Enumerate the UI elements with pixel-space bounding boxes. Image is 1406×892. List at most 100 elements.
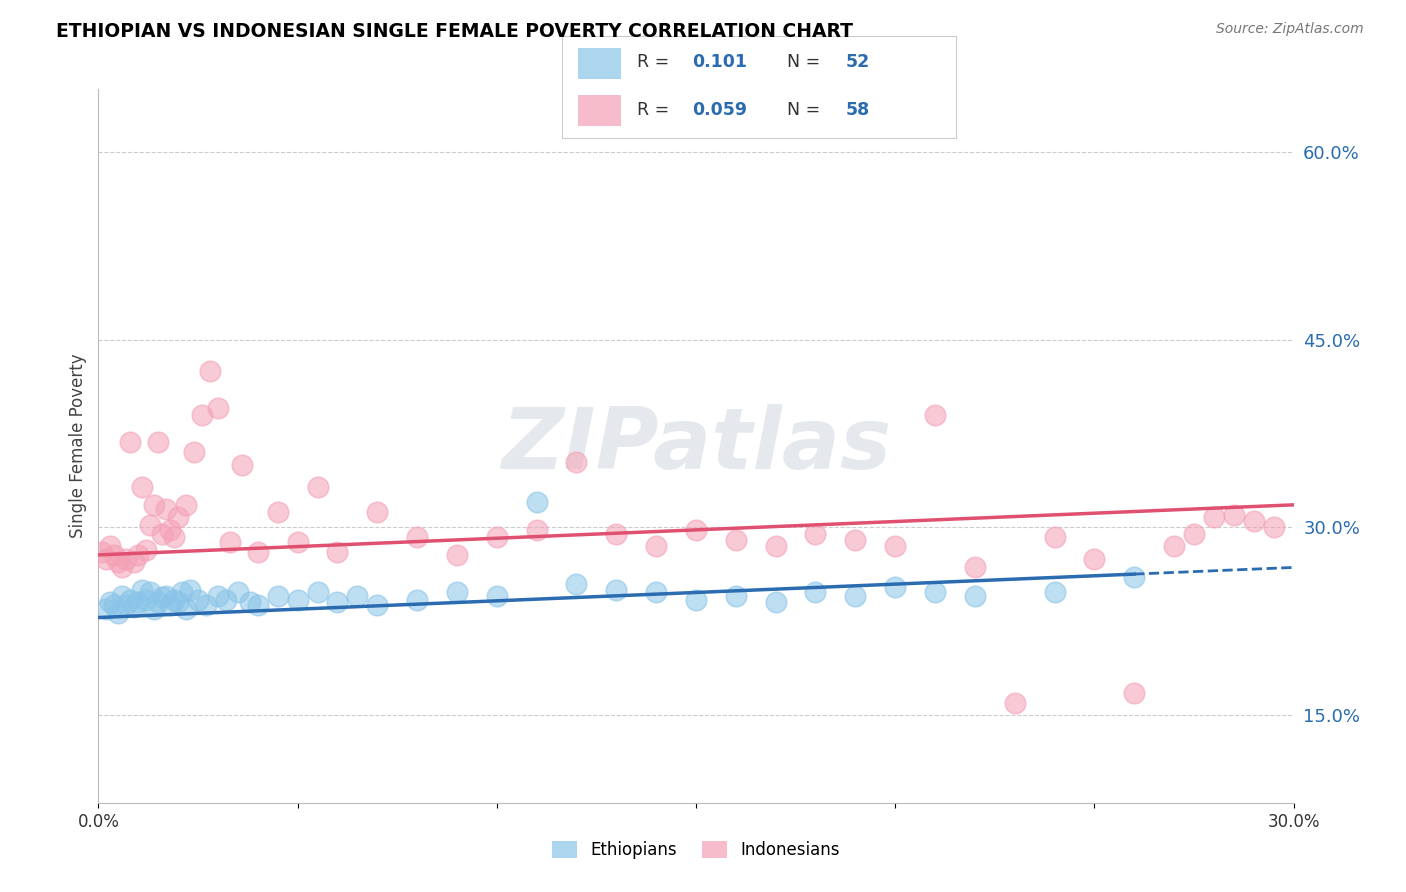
Point bbox=[135, 593, 157, 607]
Point bbox=[287, 535, 309, 549]
Point bbox=[179, 582, 201, 597]
Point bbox=[246, 598, 269, 612]
Text: ZIPatlas: ZIPatlas bbox=[501, 404, 891, 488]
Point bbox=[207, 401, 229, 416]
Point bbox=[131, 480, 153, 494]
Point bbox=[1182, 526, 1205, 541]
Point bbox=[219, 535, 242, 549]
Bar bbox=[578, 48, 621, 78]
Point bbox=[924, 585, 946, 599]
Point bbox=[115, 598, 138, 612]
Text: N =: N = bbox=[787, 54, 825, 71]
Point bbox=[246, 545, 269, 559]
Point bbox=[366, 598, 388, 612]
Point bbox=[159, 598, 181, 612]
Text: Source: ZipAtlas.com: Source: ZipAtlas.com bbox=[1216, 22, 1364, 37]
Point bbox=[1083, 551, 1105, 566]
Point bbox=[111, 589, 134, 603]
Point bbox=[120, 593, 142, 607]
Point bbox=[307, 480, 329, 494]
Point bbox=[98, 595, 122, 609]
Point bbox=[172, 585, 194, 599]
Point bbox=[565, 576, 588, 591]
Point bbox=[139, 585, 162, 599]
Point bbox=[127, 548, 149, 562]
Point bbox=[924, 408, 946, 422]
Point bbox=[139, 517, 162, 532]
Point bbox=[226, 585, 249, 599]
Point bbox=[326, 595, 349, 609]
Point bbox=[135, 542, 157, 557]
Point bbox=[884, 539, 907, 553]
Point bbox=[231, 458, 253, 472]
Point bbox=[844, 589, 866, 603]
Point bbox=[605, 526, 627, 541]
Point bbox=[191, 408, 214, 422]
Point bbox=[239, 595, 262, 609]
Point bbox=[111, 560, 134, 574]
Point bbox=[645, 539, 668, 553]
Point bbox=[366, 505, 388, 519]
Point bbox=[127, 595, 149, 609]
Text: R =: R = bbox=[637, 54, 675, 71]
Point bbox=[1123, 570, 1146, 584]
Point bbox=[103, 598, 125, 612]
Point bbox=[765, 539, 787, 553]
Point bbox=[198, 364, 221, 378]
Point bbox=[174, 498, 197, 512]
Point bbox=[724, 589, 747, 603]
Point bbox=[98, 539, 122, 553]
Point bbox=[150, 526, 173, 541]
Point bbox=[207, 589, 229, 603]
Bar bbox=[578, 95, 621, 126]
Point bbox=[287, 593, 309, 607]
Point bbox=[115, 551, 138, 566]
Point bbox=[1163, 539, 1185, 553]
Point bbox=[605, 582, 627, 597]
Point bbox=[645, 585, 668, 599]
Point bbox=[215, 593, 238, 607]
Point bbox=[155, 501, 177, 516]
Point bbox=[804, 585, 827, 599]
Point bbox=[167, 595, 190, 609]
Point bbox=[446, 585, 468, 599]
Point bbox=[120, 435, 142, 450]
Point bbox=[685, 593, 707, 607]
Point bbox=[446, 548, 468, 562]
Point bbox=[1043, 585, 1066, 599]
Point bbox=[485, 589, 508, 603]
Point bbox=[183, 445, 205, 459]
Point bbox=[103, 548, 125, 562]
Point bbox=[884, 581, 907, 595]
Point bbox=[91, 545, 114, 559]
Point bbox=[195, 598, 218, 612]
Point bbox=[526, 523, 548, 537]
Point bbox=[1243, 514, 1265, 528]
Point bbox=[150, 591, 173, 605]
Point bbox=[107, 606, 129, 620]
Text: R =: R = bbox=[637, 101, 675, 119]
Legend: Ethiopians, Indonesians: Ethiopians, Indonesians bbox=[546, 834, 846, 866]
Y-axis label: Single Female Poverty: Single Female Poverty bbox=[69, 354, 87, 538]
Point bbox=[143, 498, 166, 512]
Text: 0.101: 0.101 bbox=[692, 54, 748, 71]
Point bbox=[1123, 685, 1146, 699]
Point bbox=[1263, 520, 1285, 534]
Point bbox=[724, 533, 747, 547]
Point bbox=[174, 601, 197, 615]
Point bbox=[163, 530, 186, 544]
Point bbox=[159, 523, 181, 537]
Point bbox=[804, 526, 827, 541]
Point bbox=[267, 589, 290, 603]
Point bbox=[326, 545, 349, 559]
Point bbox=[765, 595, 787, 609]
Point bbox=[143, 601, 166, 615]
Point bbox=[485, 530, 508, 544]
Point bbox=[96, 601, 118, 615]
Point bbox=[124, 556, 146, 570]
Point bbox=[565, 455, 588, 469]
Point bbox=[1223, 508, 1246, 522]
Text: N =: N = bbox=[787, 101, 825, 119]
Point bbox=[406, 593, 429, 607]
Point bbox=[96, 551, 118, 566]
